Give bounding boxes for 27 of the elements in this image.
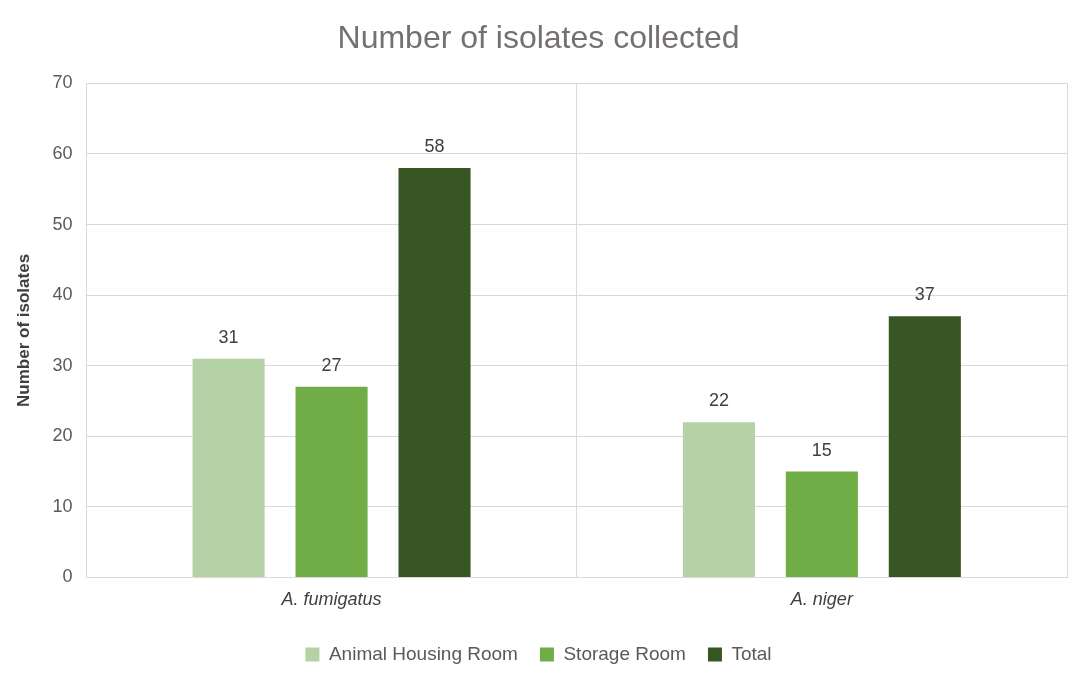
y-tick-label: 40 <box>52 284 73 305</box>
y-tick-label: 0 <box>62 566 73 587</box>
y-tick-label: 20 <box>52 425 73 446</box>
legend-label: Total <box>731 642 772 664</box>
data-label: 22 <box>708 390 729 411</box>
bar <box>398 168 471 577</box>
bar <box>295 386 368 577</box>
y-tick-label: 70 <box>52 72 73 93</box>
data-label: 58 <box>424 136 445 157</box>
y-tick-label: 60 <box>52 142 73 163</box>
legend-label: Storage Room <box>563 642 686 664</box>
data-label: 37 <box>914 284 935 305</box>
data-label: 15 <box>811 439 832 460</box>
bar <box>785 471 858 577</box>
data-label: 27 <box>321 354 342 375</box>
bar <box>682 422 755 577</box>
legend-label: Animal Housing Room <box>328 642 518 664</box>
chart-title: Number of isolates collected <box>337 19 740 56</box>
y-tick-label: 10 <box>52 495 73 516</box>
y-tick-label: 30 <box>52 354 73 375</box>
bar <box>888 316 961 577</box>
x-tick-label: A. niger <box>789 589 854 610</box>
y-tick-label: 50 <box>52 213 73 234</box>
data-label: 31 <box>218 326 239 347</box>
x-tick-label: A. fumigatus <box>280 589 382 610</box>
y-axis-title: Number of isolates <box>13 253 33 407</box>
bar <box>192 358 265 577</box>
